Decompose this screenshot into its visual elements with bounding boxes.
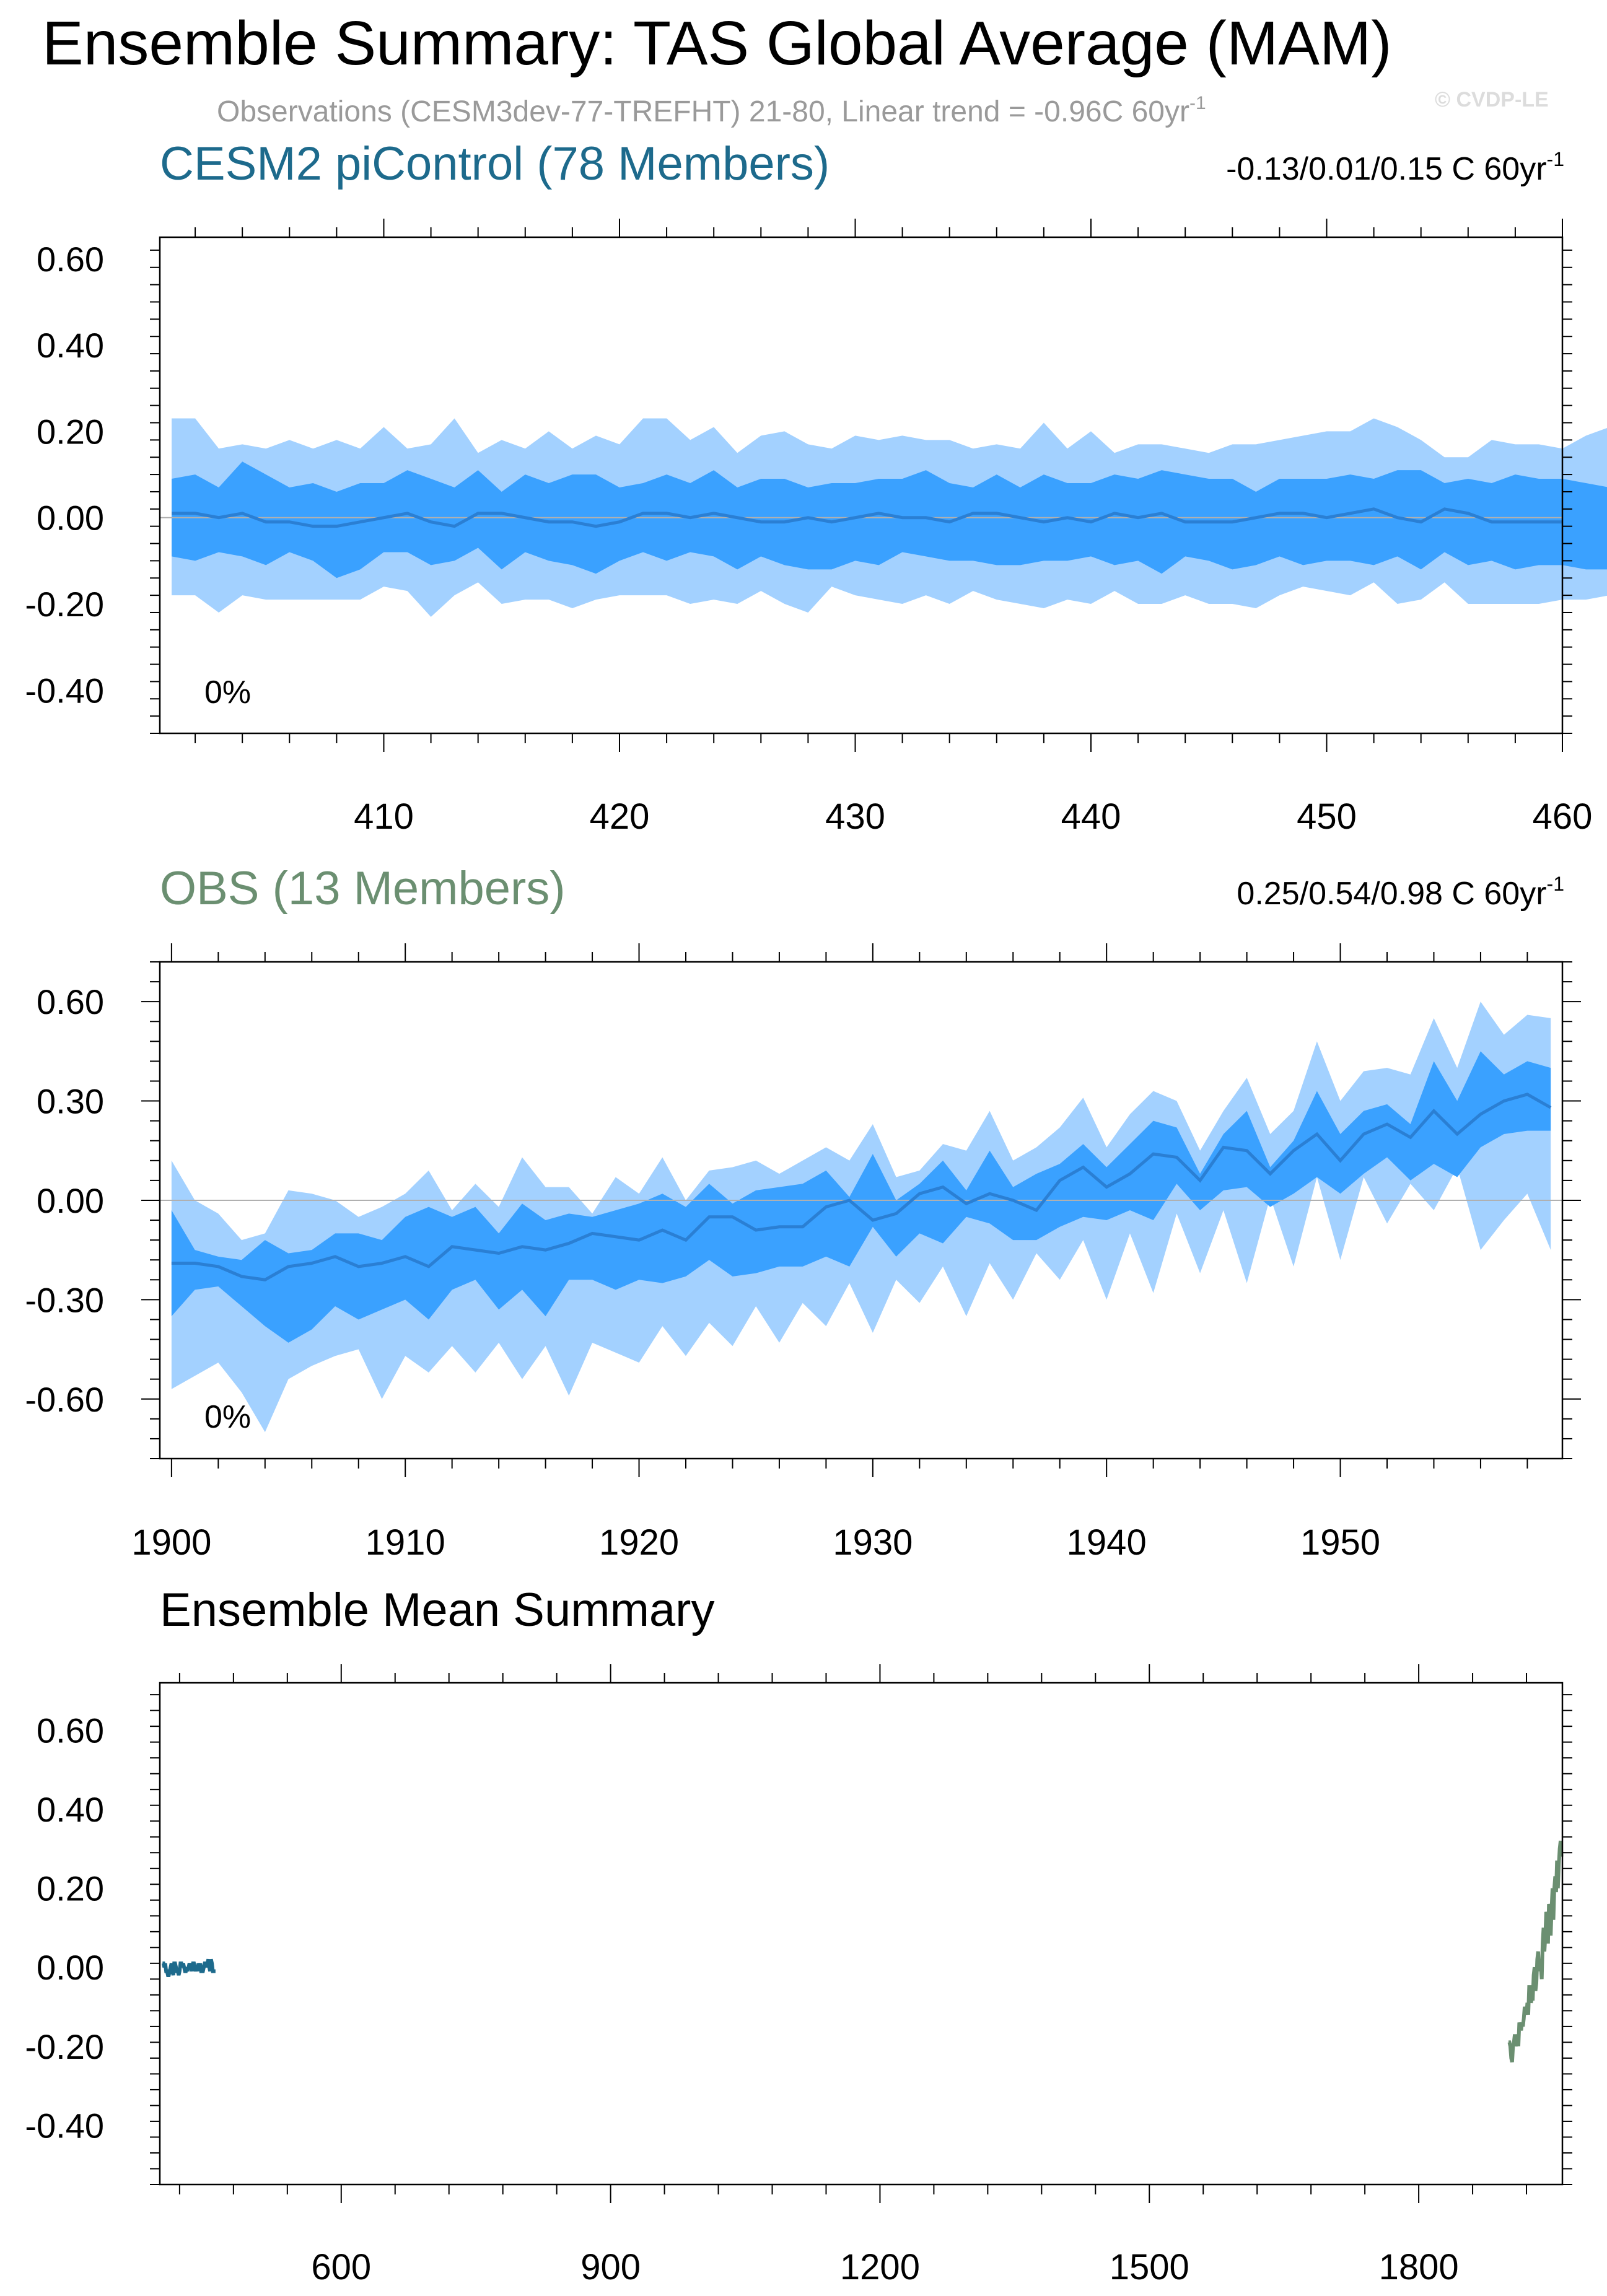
y-tick-label: -0.40 [25, 2106, 104, 2145]
x-tick-label: 1950 [1300, 1522, 1380, 1563]
plot-frame [159, 961, 1564, 1460]
panel-stat-text: -0.13/0.01/0.15 C 60yr [1226, 151, 1546, 187]
panel-obs: OBS (13 Members) 0.25/0.54/0.98 C 60yr-1-… [25, 862, 1581, 1563]
y-tick-label: 0.20 [37, 412, 104, 451]
y-tick-label: -0.20 [25, 585, 104, 624]
y-tick-label: -0.40 [25, 671, 104, 710]
panel-title: CESM2 piControl (78 Members) [160, 137, 830, 190]
y-tick-label: -0.30 [25, 1280, 104, 1319]
y-tick-label: 0.40 [37, 326, 104, 365]
x-tick-label: 1500 [1110, 2247, 1189, 2287]
mean-line-series-1 [1507, 1840, 1564, 2062]
x-tick-label: 1930 [833, 1522, 913, 1563]
percent-annotation: 0% [204, 1399, 251, 1435]
watermark: © CVDP-LE [1435, 88, 1549, 111]
x-tick-label: 1200 [840, 2247, 920, 2287]
x-tick-label: 450 [1297, 797, 1357, 837]
panel-ensemble-mean-summary: Ensemble Mean Summary -0.40 -0.20 0.00 0.20 0… [25, 1584, 1572, 2287]
y-tick-label: 0.30 [37, 1082, 104, 1121]
y-tick-label: 0.00 [37, 499, 104, 538]
x-tick-label: 460 [1533, 797, 1593, 837]
figure-subtitle-sup: -1 [1189, 93, 1206, 113]
x-tick-label: 410 [354, 797, 414, 837]
y-tick-label: 0.00 [37, 1181, 104, 1220]
figure-subtitle: Observations (CESM3dev-77-TREFHT) 21-80,… [217, 93, 1206, 128]
plot-frame [159, 1682, 1564, 2186]
ensemble-mean-line [171, 1093, 1552, 1281]
y-tick-label: 0.60 [37, 240, 104, 279]
panel-title: Ensemble Mean Summary [160, 1584, 714, 1636]
y-tick-label: -0.20 [25, 2027, 104, 2066]
panel-stat-label: 0.25/0.54/0.98 C 60yr-1 [1237, 873, 1564, 912]
panel-stat-sup: -1 [1547, 148, 1564, 170]
x-tick-label: 440 [1061, 797, 1121, 837]
x-tick-label: 1910 [366, 1522, 445, 1563]
panel-cesm2-picontrol: CESM2 piControl (78 Members) -0.13/0.01/0… [25, 137, 1607, 837]
panel-stat-sup: -1 [1547, 873, 1564, 895]
x-tick-label: 420 [590, 797, 650, 837]
figure-title: Ensemble Summary: TAS Global Average (MA… [42, 9, 1392, 78]
panel-stat-label: -0.13/0.01/0.15 C 60yr-1 [1226, 148, 1564, 187]
figure-subtitle-text: Observations (CESM3dev-77-TREFHT) 21-80,… [217, 95, 1189, 128]
x-tick-label: 600 [311, 2247, 371, 2287]
x-tick-label: 1940 [1067, 1522, 1147, 1563]
x-tick-label: 1920 [599, 1522, 679, 1563]
percent-annotation: 0% [204, 674, 251, 710]
plot-frame [159, 236, 1564, 735]
y-tick-label: 0.00 [37, 1948, 104, 1987]
y-tick-label: 0.60 [37, 1711, 104, 1750]
x-tick-label: 900 [580, 2247, 641, 2287]
y-tick-label: 0.40 [37, 1790, 104, 1829]
x-tick-label: 430 [825, 797, 885, 837]
panel-title: OBS (13 Members) [160, 862, 566, 915]
x-tick-label: 1800 [1379, 2247, 1459, 2287]
inner-spread-band [172, 461, 1607, 578]
mean-line-series-0 [161, 1958, 216, 1977]
ensemble-mean-line [172, 507, 1562, 528]
y-tick-label: -0.60 [25, 1380, 104, 1419]
x-tick-label: 1900 [131, 1522, 211, 1563]
panel-stat-text: 0.25/0.54/0.98 C 60yr [1237, 876, 1546, 912]
inner-spread-band [171, 1051, 1551, 1343]
y-tick-label: 0.60 [37, 982, 104, 1021]
y-tick-label: 0.20 [37, 1869, 104, 1908]
